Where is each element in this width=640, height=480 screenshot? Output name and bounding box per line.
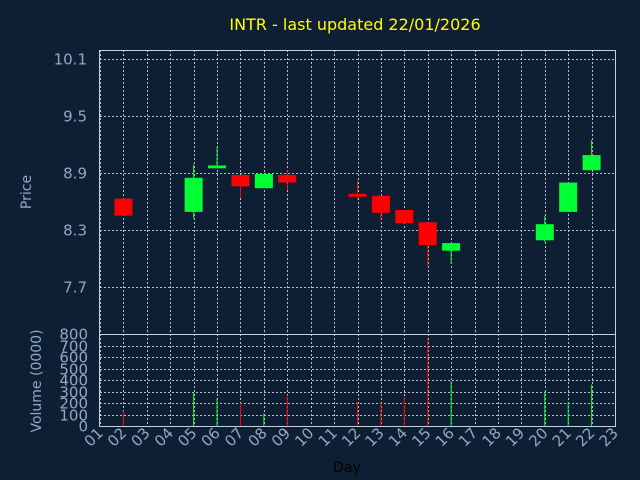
- volume-tick-label: 800: [59, 326, 88, 344]
- day-tick-label: 11: [315, 424, 341, 450]
- volume-tick-label: 300: [59, 384, 88, 402]
- volume-tick-label: 400: [59, 372, 88, 390]
- candle-body: [535, 224, 554, 241]
- day-tick-label: 13: [362, 424, 388, 450]
- day-tick-label: 02: [104, 424, 130, 450]
- day-tick-label: 15: [408, 424, 434, 450]
- day-tick-label: 04: [151, 424, 177, 450]
- volume-tick-label: 700: [59, 338, 88, 356]
- candle-14: [395, 209, 414, 224]
- candle-20: [535, 215, 554, 243]
- price-axis-label: Price: [19, 175, 35, 209]
- candle-08: [254, 174, 273, 189]
- candles: [114, 139, 601, 266]
- price-tick-label: 9.5: [63, 108, 87, 126]
- candle-body: [278, 174, 297, 183]
- candle-body: [395, 209, 414, 224]
- day-tick-label: 12: [338, 424, 364, 450]
- day-tick-label: 18: [479, 424, 505, 450]
- volume-tick-label: 200: [59, 395, 88, 413]
- candle-body: [442, 243, 461, 251]
- candle-body: [348, 193, 367, 197]
- candle-body: [582, 155, 601, 171]
- day-tick-label: 20: [525, 424, 551, 450]
- day-tick-label: 08: [244, 424, 270, 450]
- day-tick-label: 03: [127, 424, 153, 450]
- candle-05: [184, 164, 203, 219]
- day-tick-label: 21: [549, 424, 575, 450]
- candle-09: [278, 170, 297, 191]
- day-tick-label: 07: [221, 424, 247, 450]
- day-tick-label: 06: [198, 424, 224, 450]
- day-tick-label: 23: [596, 424, 622, 450]
- volume-axis-label: Volume (0000): [29, 329, 45, 432]
- volume-tick-label: 500: [59, 361, 88, 379]
- day-tick-label: 22: [572, 424, 598, 450]
- candle-13: [371, 195, 390, 221]
- price-tick-labels: 7.7 8.3 8.9 9.5 10.1: [54, 51, 87, 297]
- candle-22: [582, 139, 601, 171]
- price-tick-label: 10.1: [54, 51, 87, 69]
- candle-body: [231, 174, 250, 187]
- volume-tick-label: 100: [59, 407, 88, 425]
- candle-21: [559, 182, 578, 212]
- candle-body: [114, 198, 133, 216]
- candle-body: [559, 182, 578, 212]
- volume-bars: [122, 337, 593, 426]
- candle-body: [371, 195, 390, 213]
- day-tick-label: 16: [432, 424, 458, 450]
- candle-15: [418, 222, 437, 266]
- price-tick-label: 7.7: [63, 279, 87, 297]
- day-tick-label: 14: [385, 424, 411, 450]
- volume-grid: [100, 334, 616, 427]
- day-tick-label: 19: [502, 424, 528, 450]
- price-grid: [100, 50, 616, 334]
- candle-07: [231, 174, 250, 198]
- candle-12: [348, 180, 367, 200]
- price-tick-label: 8.3: [63, 222, 87, 240]
- candle-02: [114, 198, 133, 216]
- day-tick-label: 17: [455, 424, 481, 450]
- candle-body: [208, 165, 227, 169]
- volume-tick-label: 0: [78, 418, 88, 436]
- candle-06: [208, 146, 227, 169]
- candle-body: [418, 222, 437, 246]
- day-tick-label: 05: [174, 424, 200, 450]
- volume-panel-frame: [99, 334, 616, 427]
- day-tick-label: 09: [268, 424, 294, 450]
- price-tick-label: 8.9: [63, 165, 87, 183]
- chart-title: INTR - last updated 22/01/2026: [229, 15, 480, 34]
- volume-tick-label: 600: [59, 349, 88, 367]
- day-tick-labels: 0102030405060708091011121314151617181920…: [81, 424, 622, 450]
- day-tick-label: 10: [291, 424, 317, 450]
- x-axis-label: Day: [333, 460, 361, 476]
- candle-body: [254, 174, 273, 189]
- candle-body: [184, 177, 203, 212]
- candle-16: [442, 243, 461, 264]
